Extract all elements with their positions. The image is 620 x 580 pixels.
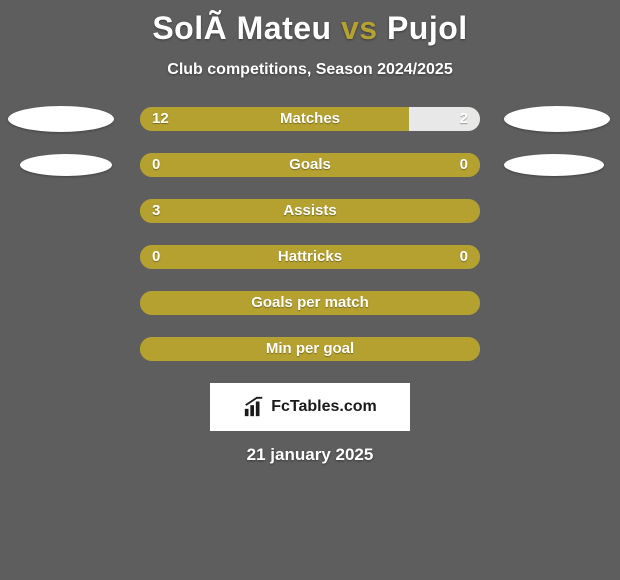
stat-value-left: 12 xyxy=(152,107,169,131)
page-title: SolÃ Mateu vs Pujol xyxy=(0,0,620,47)
brand-text: FcTables.com xyxy=(271,398,377,416)
stat-row-matches: 12 2 Matches xyxy=(0,107,620,131)
stat-row-goals: 0 0 Goals xyxy=(0,153,620,177)
title-vs: vs xyxy=(341,10,378,46)
bar-left-fill xyxy=(140,107,409,131)
stat-value-right: 0 xyxy=(460,245,468,269)
bar-min-per-goal: Min per goal xyxy=(140,337,480,361)
title-player2: Pujol xyxy=(387,10,468,46)
bar-goals-per-match: Goals per match xyxy=(140,291,480,315)
stat-value-right: 2 xyxy=(460,107,468,131)
stat-value-left: 3 xyxy=(152,199,160,223)
brand-box: FcTables.com xyxy=(210,383,410,431)
player2-badge-ellipse xyxy=(504,154,604,176)
player1-badge-ellipse xyxy=(20,154,112,176)
stat-row-assists: 3 Assists xyxy=(0,199,620,223)
stat-row-goals-per-match: Goals per match xyxy=(0,291,620,315)
bar-left-fill xyxy=(140,291,480,315)
stats-area: 12 2 Matches 0 0 Goals 3 Assists xyxy=(0,107,620,361)
bar-assists: 3 Assists xyxy=(140,199,480,223)
subtitle: Club competitions, Season 2024/2025 xyxy=(0,61,620,79)
bar-hattricks: 0 0 Hattricks xyxy=(140,245,480,269)
stat-row-min-per-goal: Min per goal xyxy=(0,337,620,361)
bar-matches: 12 2 Matches xyxy=(140,107,480,131)
bar-left-fill xyxy=(140,199,480,223)
stat-value-left: 0 xyxy=(152,153,160,177)
bar-left-fill xyxy=(140,337,480,361)
stat-row-hattricks: 0 0 Hattricks xyxy=(0,245,620,269)
bar-left-fill xyxy=(140,245,480,269)
player1-badge-ellipse xyxy=(8,106,114,132)
bar-left-fill xyxy=(140,153,480,177)
comparison-infographic: SolÃ Mateu vs Pujol Club competitions, S… xyxy=(0,0,620,580)
stat-value-left: 0 xyxy=(152,245,160,269)
title-player1: SolÃ Mateu xyxy=(152,10,331,46)
bar-goals: 0 0 Goals xyxy=(140,153,480,177)
bar-right-fill xyxy=(409,107,480,131)
player2-badge-ellipse xyxy=(504,106,610,132)
date-text: 21 january 2025 xyxy=(0,445,620,465)
stat-value-right: 0 xyxy=(460,153,468,177)
brand-logo-icon xyxy=(243,396,265,418)
